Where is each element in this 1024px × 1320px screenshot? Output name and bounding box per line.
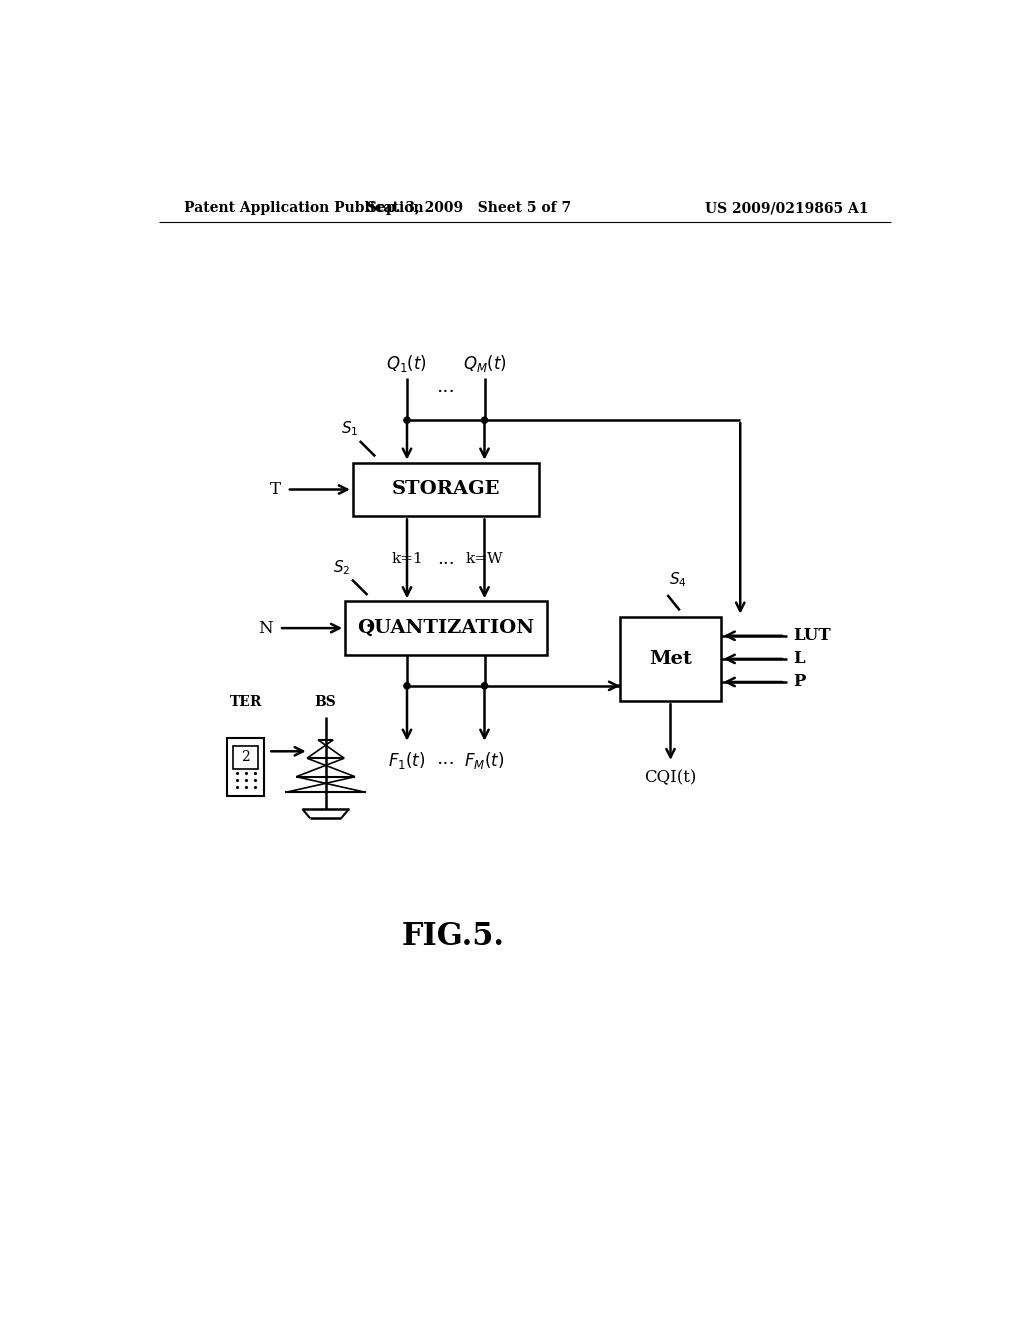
Text: $F_M(t)$: $F_M(t)$: [465, 750, 505, 771]
Bar: [352, 462, 539, 516]
Text: FIG.5.: FIG.5.: [402, 920, 505, 952]
Text: N: N: [258, 619, 273, 636]
Text: k=1: k=1: [391, 552, 423, 566]
Text: k=W: k=W: [466, 552, 504, 566]
Text: $S_4$: $S_4$: [669, 570, 687, 589]
Text: ...: ...: [436, 750, 455, 768]
Text: P: P: [793, 673, 805, 690]
Circle shape: [403, 417, 410, 424]
Text: Patent Application Publication: Patent Application Publication: [183, 202, 424, 215]
Text: ...: ...: [436, 378, 455, 396]
Circle shape: [403, 682, 410, 689]
Circle shape: [481, 417, 487, 424]
Text: Met: Met: [649, 649, 692, 668]
Text: $Q_M(t)$: $Q_M(t)$: [463, 352, 506, 374]
Text: CQI(t): CQI(t): [644, 770, 696, 785]
Text: $S_1$: $S_1$: [341, 420, 358, 438]
Text: ...: ...: [437, 550, 455, 568]
Text: LUT: LUT: [793, 627, 830, 644]
Bar: [345, 601, 547, 655]
Text: STORAGE: STORAGE: [391, 480, 500, 499]
Text: Sep. 3, 2009   Sheet 5 of 7: Sep. 3, 2009 Sheet 5 of 7: [367, 202, 571, 215]
Text: BS: BS: [314, 694, 337, 709]
Text: 2: 2: [242, 750, 250, 764]
Bar: [227, 738, 264, 796]
Text: :: :: [365, 618, 372, 639]
Text: T: T: [269, 480, 281, 498]
Bar: [621, 616, 721, 701]
Text: TER: TER: [229, 694, 262, 709]
Text: $Q_1(t)$: $Q_1(t)$: [386, 352, 428, 374]
Text: $S_2$: $S_2$: [333, 558, 350, 577]
Text: $F_1(t)$: $F_1(t)$: [388, 750, 426, 771]
Text: QUANTIZATION: QUANTIZATION: [357, 619, 535, 638]
Text: L: L: [793, 651, 805, 668]
Text: US 2009/0219865 A1: US 2009/0219865 A1: [705, 202, 868, 215]
Circle shape: [481, 682, 487, 689]
Bar: [233, 746, 258, 768]
